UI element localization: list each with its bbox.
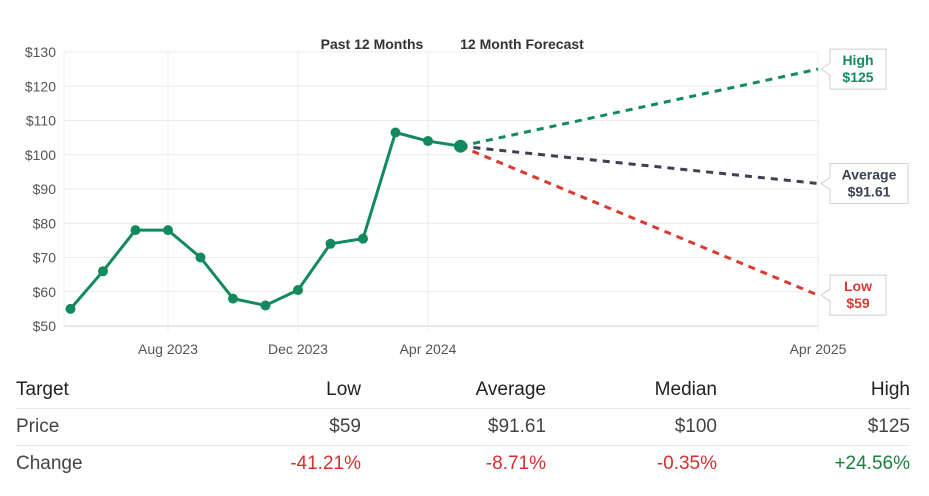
y-tick-label: $90: [33, 181, 57, 197]
header-average: Average: [475, 379, 546, 400]
callout-value: $125: [842, 69, 873, 85]
history-series: [65, 127, 467, 314]
history-point: [98, 266, 108, 277]
y-tick-label: $50: [33, 318, 57, 334]
change-high: +24.56%: [834, 453, 910, 474]
price-target-table: Target Low Average Median High Price $59…: [16, 372, 910, 482]
header-median: Median: [654, 379, 717, 400]
callout-value: $59: [846, 295, 870, 311]
forecast-line-high: [460, 67, 819, 148]
forecast-line-average: [460, 144, 819, 185]
callout-title: High: [842, 52, 873, 68]
history-point: [390, 127, 401, 138]
y-tick-label: $80: [33, 215, 57, 231]
header-low: Low: [326, 379, 361, 400]
price-low: $59: [329, 416, 361, 437]
change-average: -8.71%: [485, 453, 546, 474]
header-high: High: [870, 379, 910, 400]
x-axis: Aug 2023 Dec 2023 Apr 2024 Apr 2025: [138, 341, 847, 357]
history-line: [69, 130, 461, 310]
header-target: Target: [16, 379, 69, 400]
history-point: [293, 285, 303, 296]
past-12-months-label: Past 12 Months: [321, 36, 424, 52]
history-point: [260, 300, 271, 311]
x-tick-label: Apr 2025: [790, 341, 847, 357]
callout-title: Average: [842, 166, 897, 182]
history-point: [130, 225, 141, 236]
table-row-price: Price $59 $91.61 $100 $125: [16, 409, 910, 446]
forecast-callouts: High$125 Average$91.61 Low$59: [820, 48, 909, 316]
table-row-change: Change -41.21% -8.71% -0.35% +24.56%: [16, 446, 910, 482]
price-median: $100: [674, 416, 717, 437]
price-high: $125: [867, 416, 910, 437]
callout-average: Average$91.61: [820, 162, 909, 204]
callout-box: [820, 274, 887, 316]
callout-box: [820, 162, 909, 204]
price-target-chart: $130 $120 $110 $100 $90 $80 $70 $60 $50 Aug 2023…: [25, 36, 909, 357]
chart-grid: [63, 51, 819, 332]
change-low: -41.21%: [290, 453, 361, 474]
x-tick-label: Dec 2023: [268, 341, 328, 357]
y-tick-label: $120: [25, 78, 56, 94]
history-point: [325, 238, 336, 249]
row-label: Change: [16, 453, 83, 474]
y-tick-label: $70: [33, 250, 57, 266]
history-point: [454, 139, 467, 153]
y-tick-label: $130: [25, 44, 56, 60]
callout-title: Low: [844, 278, 872, 294]
change-median: -0.35%: [656, 453, 717, 474]
price-average: $91.61: [487, 416, 546, 437]
callout-value: $91.61: [848, 183, 891, 199]
history-point: [163, 225, 173, 236]
history-point: [195, 252, 206, 263]
y-tick-label: $110: [26, 113, 56, 129]
callout-low: Low$59: [820, 274, 887, 316]
table-header-row: Target Low Average Median High: [16, 372, 910, 409]
callout-high: High$125: [820, 48, 887, 90]
history-point: [358, 233, 368, 244]
history-point: [228, 293, 238, 304]
x-tick-label: Aug 2023: [138, 341, 198, 357]
row-label: Price: [16, 416, 60, 437]
y-tick-label: $60: [33, 284, 57, 300]
history-point: [65, 303, 76, 314]
y-tick-label: $100: [25, 147, 56, 163]
forecast-lines: [459, 67, 819, 297]
x-tick-label: Apr 2024: [400, 341, 457, 357]
forecast-label: 12 Month Forecast: [460, 36, 584, 52]
y-axis: $130 $120 $110 $100 $90 $80 $70 $60 $50: [25, 44, 56, 334]
history-point: [423, 136, 433, 147]
callout-box: [820, 48, 887, 90]
forecast-line-low: [459, 144, 819, 297]
